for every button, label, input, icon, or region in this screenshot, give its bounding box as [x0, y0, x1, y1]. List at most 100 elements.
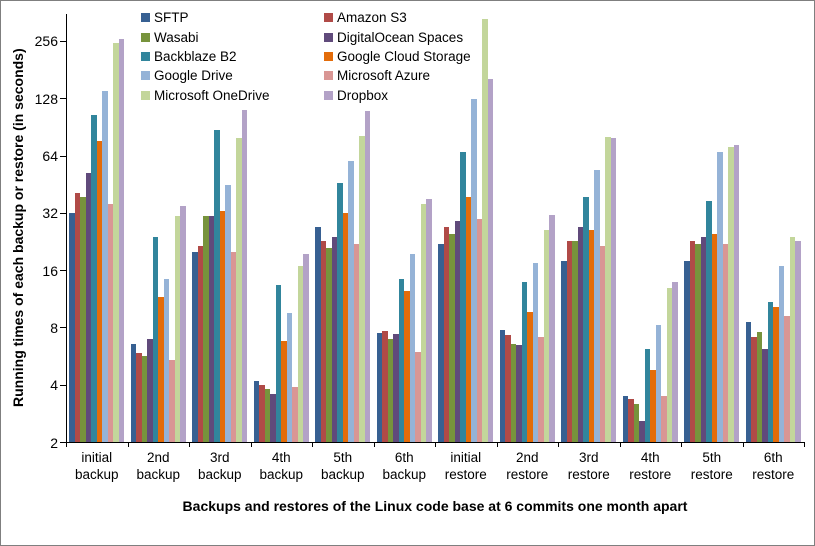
- legend-swatch-icon: [141, 13, 150, 23]
- bar-wasabi-8: [510, 343, 517, 442]
- legend-label: Backblaze B2: [154, 48, 237, 64]
- bar-backblaze-b2-1: [91, 115, 97, 442]
- bar-backblaze-b2-5: [337, 183, 343, 442]
- legend-label: Amazon S3: [337, 10, 407, 26]
- bar-digitalocean-spaces-9: [577, 227, 584, 442]
- y-tick-label: 32: [42, 205, 58, 222]
- bar-digitalocean-spaces-4: [270, 393, 276, 442]
- bar-google-cloud-storage-9: [588, 230, 595, 442]
- bar-dropbox-10: [672, 281, 678, 442]
- x-category-label: 5th backup: [320, 450, 365, 482]
- x-tick: [312, 443, 313, 447]
- bar-backblaze-b2-9: [583, 196, 589, 442]
- bar-sftp-2: [130, 343, 137, 442]
- bar-wasabi-11: [695, 244, 701, 442]
- bar-dropbox-2: [180, 205, 186, 442]
- bar-digitalocean-spaces-2: [147, 338, 153, 442]
- y-tick-label: 64: [42, 148, 58, 164]
- legend-label: SFTP: [154, 10, 189, 26]
- bar-dropbox-5: [364, 111, 371, 442]
- legend-item-google-drive: Google Drive: [141, 66, 270, 85]
- bar-microsoft-onedrive-9: [605, 136, 611, 442]
- bar-google-drive-11: [717, 152, 723, 442]
- bar-google-cloud-storage-4: [281, 341, 287, 442]
- bar-microsoft-onedrive-8: [543, 230, 550, 442]
- bar-microsoft-onedrive-4: [297, 265, 304, 442]
- bar-backblaze-b2-3: [214, 129, 220, 442]
- x-tick: [373, 443, 375, 447]
- legend-swatch-icon: [324, 51, 333, 61]
- bar-wasabi-6: [387, 338, 394, 442]
- bar-microsoft-azure-3: [230, 252, 237, 442]
- y-tick: [60, 98, 66, 100]
- bar-digitalocean-spaces-5: [331, 237, 338, 442]
- bar-microsoft-onedrive-10: [666, 287, 673, 442]
- x-category-label: 4th backup: [259, 450, 304, 482]
- bar-google-cloud-storage-1: [96, 140, 103, 442]
- legend-swatch-icon: [141, 71, 150, 81]
- x-tick: [250, 443, 252, 447]
- bar-dropbox-6: [426, 199, 432, 442]
- legend-label: DigitalOcean Spaces: [337, 29, 464, 45]
- bar-backblaze-b2-12: [767, 301, 774, 442]
- bar-amazon-s3-3: [197, 246, 204, 442]
- x-tick: [435, 443, 436, 447]
- y-tick-label: 16: [42, 262, 58, 279]
- x-category-label: 3rd restore: [567, 450, 610, 482]
- y-tick: [60, 442, 66, 443]
- legend-column-2: Amazon S3 DigitalOcean Spaces Google Cloud…: [324, 8, 471, 105]
- legend-swatch-icon: [324, 32, 333, 42]
- bar-sftp-7: [438, 244, 444, 442]
- bar-sftp-5: [315, 227, 321, 442]
- bar-sftp-11: [684, 260, 690, 442]
- bar-sftp-8: [499, 329, 506, 442]
- bar-amazon-s3-10: [628, 398, 634, 442]
- bar-digitalocean-spaces-7: [454, 221, 461, 442]
- x-tick: [496, 443, 498, 447]
- bar-google-cloud-storage-7: [465, 196, 472, 442]
- legend-label: Wasabi: [154, 29, 199, 45]
- legend-column-1: SFTP Wasabi Backblaze B2 Google Drive Micros…: [141, 8, 270, 105]
- bar-google-drive-6: [409, 254, 416, 442]
- bar-backblaze-b2-11: [706, 201, 712, 442]
- y-tick-label: 128: [34, 90, 58, 107]
- bar-dropbox-4: [303, 254, 309, 442]
- legend-label: Dropbox: [337, 87, 389, 103]
- y-tick: [60, 327, 66, 329]
- bar-amazon-s3-5: [320, 240, 327, 442]
- bar-backblaze-b2-7: [460, 152, 466, 442]
- x-tick: [189, 443, 190, 447]
- bar-amazon-s3-8: [505, 335, 511, 442]
- bar-google-cloud-storage-12: [773, 307, 779, 442]
- bar-amazon-s3-2: [136, 353, 142, 442]
- y-tick-label: 8: [50, 319, 58, 336]
- x-tick: [681, 443, 682, 447]
- bar-google-cloud-storage-3: [219, 210, 226, 442]
- legend: SFTP Wasabi Backblaze B2 Google Drive Micros…: [1, 1, 815, 111]
- bar-microsoft-onedrive-6: [420, 203, 427, 442]
- bar-google-cloud-storage-10: [650, 370, 656, 442]
- bar-google-drive-9: [594, 170, 600, 442]
- bar-microsoft-azure-2: [169, 360, 175, 442]
- bar-wasabi-4: [264, 389, 271, 442]
- y-tick: [60, 270, 66, 272]
- y-tick-label: 2: [50, 434, 58, 451]
- bar-dropbox-8: [549, 214, 555, 442]
- bar-digitalocean-spaces-6: [393, 334, 399, 442]
- bar-amazon-s3-12: [751, 336, 757, 442]
- legend-item-amazon-s3: Amazon S3: [324, 8, 471, 27]
- legend-item-microsoft-azure: Microsoft Azure: [324, 66, 471, 85]
- bar-google-drive-10: [655, 324, 662, 442]
- y-tick-label: 4: [50, 377, 58, 394]
- legend-label: Microsoft Azure: [337, 68, 431, 84]
- bar-wasabi-1: [80, 196, 86, 442]
- legend-item-backblaze-b2: Backblaze B2: [141, 47, 270, 66]
- bar-backblaze-b2-8: [521, 281, 528, 442]
- x-tick: [619, 443, 621, 447]
- bar-microsoft-azure-6: [415, 351, 421, 442]
- bar-microsoft-azure-1: [107, 203, 114, 442]
- y-axis-line: [66, 14, 67, 443]
- y-tick: [60, 212, 66, 214]
- bar-google-drive-1: [102, 91, 108, 442]
- bar-wasabi-5: [326, 248, 332, 442]
